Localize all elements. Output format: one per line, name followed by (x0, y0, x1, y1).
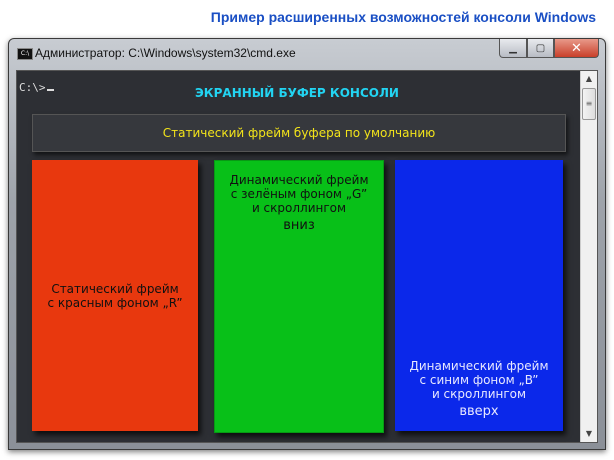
close-icon: ✕ (571, 40, 582, 56)
window-title: Администратор: C:\Windows\system32\cmd.e… (35, 46, 296, 60)
page-caption: Пример расширенных возможностей консоли … (210, 9, 596, 25)
frame-line: и скроллингом (431, 387, 527, 401)
frame-line: с красным фоном „R” (47, 295, 183, 310)
frame-line: Динамический фрейм (229, 173, 369, 187)
frame-direction: вверх (459, 404, 499, 419)
console-area[interactable]: C:\> ЭКРАННЫЙ БУФЕР КОНСОЛИ Статический … (16, 70, 598, 443)
frame-line: и скроллингом (251, 201, 347, 215)
vertical-scrollbar[interactable]: ▲ ≡ ▼ (580, 71, 597, 442)
scroll-thumb[interactable]: ≡ (582, 88, 596, 120)
minimize-button[interactable]: ▁ (499, 39, 527, 58)
frame-line: с зелёным фоном „G” (230, 187, 368, 201)
command-prompt: C:\> (19, 81, 54, 94)
scroll-down-icon[interactable]: ▼ (585, 429, 593, 438)
frame-line: с синим фоном „B” (419, 373, 539, 387)
maximize-button[interactable]: ▢ (527, 39, 554, 58)
blue-frame: Динамический фрейм с синим фоном „B” и с… (395, 160, 563, 431)
static-frame: Статический фрейм буфера по умолчанию (32, 114, 566, 152)
minimize-icon: ▁ (509, 42, 517, 54)
cmd-window: C:\ Администратор: C:\Windows\system32\c… (8, 38, 606, 450)
red-frame: Статический фрейм с красным фоном „R” (32, 160, 198, 431)
green-frame: Динамический фрейм с зелёным фоном „G” и… (214, 160, 384, 433)
scroll-up-icon[interactable]: ▲ (585, 74, 593, 83)
close-button[interactable]: ✕ (554, 39, 599, 58)
prompt-text: C:\> (19, 81, 46, 94)
cmd-icon: C:\ (17, 48, 33, 60)
console-heading: ЭКРАННЫЙ БУФЕР КОНСОЛИ (195, 86, 399, 100)
maximize-icon: ▢ (535, 42, 546, 54)
frame-line: Динамический фрейм (409, 359, 549, 373)
cursor (46, 89, 54, 91)
frame-line: Статический фрейм (51, 281, 179, 296)
frame-direction: вниз (283, 218, 315, 233)
